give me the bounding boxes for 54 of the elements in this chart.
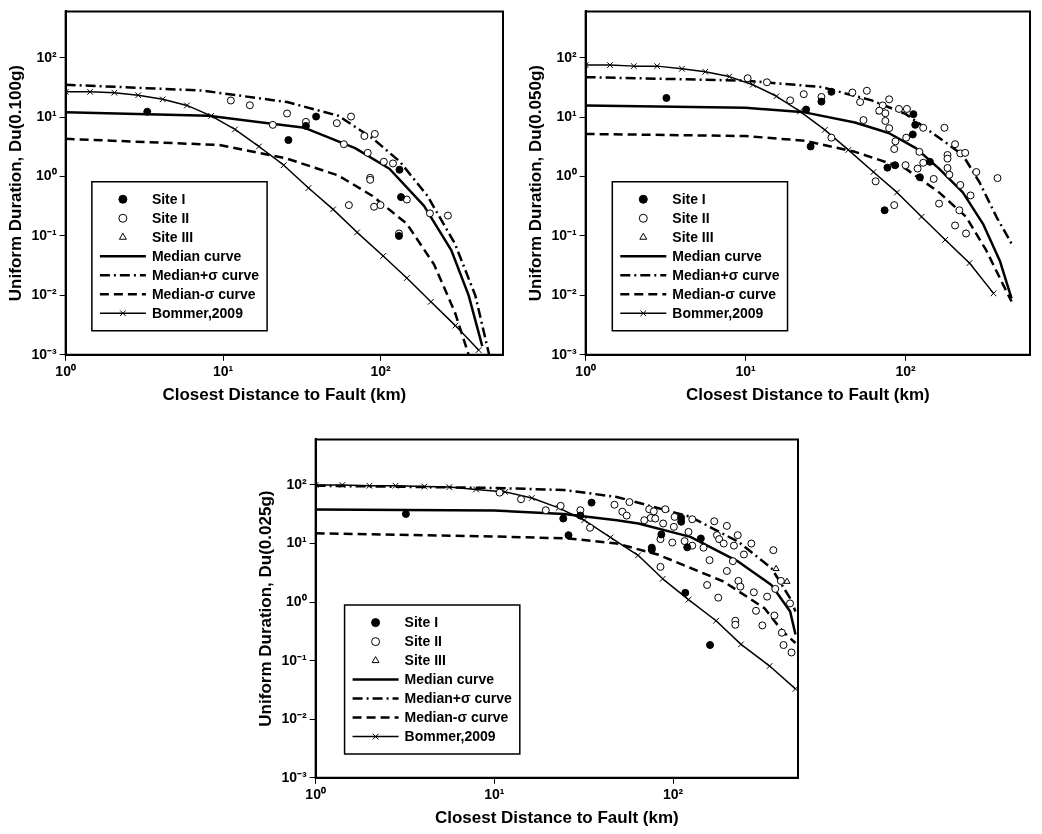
- y-tick-label: 10¹: [36, 107, 57, 124]
- x-tick-label: 10¹: [735, 363, 757, 380]
- legend-label: Median-σ curve: [404, 709, 509, 726]
- y-tick-label: 10⁰: [36, 167, 57, 184]
- y-tick-label: 10⁻²: [31, 286, 57, 303]
- x-tick-label: 10²: [895, 363, 916, 380]
- legend-label: Site I: [672, 191, 706, 208]
- y-axis-title: Uniform Duration, Du(0.100g): [5, 65, 25, 302]
- legend-label: Site I: [151, 191, 186, 208]
- y-tick-label: 10⁻¹: [551, 226, 577, 243]
- legend-label: Median curve: [404, 671, 495, 688]
- y-tick-label: 10⁻³: [551, 345, 577, 362]
- legend-label: Site III: [151, 229, 194, 246]
- legend-label: Median-σ curve: [672, 286, 777, 303]
- legend-label: Median curve: [151, 248, 242, 265]
- x-tick-label: 10⁰: [575, 363, 596, 380]
- y-tick-label: 10¹: [286, 534, 307, 551]
- x-tick-label: 10²: [370, 363, 391, 380]
- x-tick-label: 10¹: [212, 363, 234, 380]
- y-tick-label: 10⁻³: [281, 768, 307, 785]
- legend-label: Bommer,2009: [404, 728, 496, 745]
- legend-label: Median+σ curve: [404, 690, 513, 707]
- legend-label: Site II: [404, 633, 442, 650]
- x-tick-label: 10⁰: [305, 786, 326, 803]
- legend-label: Bommer,2009: [151, 305, 244, 322]
- y-tick-label: 10⁻²: [281, 710, 307, 727]
- y-tick-label: 10⁻³: [31, 345, 57, 362]
- y-tick-label: 10⁰: [556, 167, 577, 184]
- x-tick-label: 10⁰: [55, 363, 76, 380]
- y-tick-label: 10⁻¹: [31, 226, 57, 243]
- y-axis-title: Uniform Duration, Du(0.050g): [525, 65, 545, 302]
- legend-label: Median-σ curve: [151, 286, 256, 303]
- y-tick-label: 10⁰: [286, 592, 307, 609]
- legend-label: Site III: [404, 652, 446, 669]
- legend-label: Site III: [672, 229, 714, 246]
- x-axis-title: Closest Distance to Fault (km): [162, 385, 407, 405]
- legend-label: Median+σ curve: [151, 267, 260, 284]
- x-axis-title: Closest Distance to Fault (km): [434, 808, 679, 828]
- y-tick-label: 10⁻¹: [281, 651, 307, 668]
- legend-label: Site I: [404, 614, 439, 631]
- y-tick-label: 10⁻²: [551, 286, 577, 303]
- x-tick-label: 10¹: [484, 786, 505, 803]
- legend-label: Site II: [672, 210, 710, 227]
- y-tick-label: 10²: [556, 48, 577, 65]
- legend-label: Site II: [151, 210, 190, 227]
- legend-label: Bommer,2009: [672, 305, 764, 322]
- y-axis-title: Uniform Duration, Du(0.025g): [255, 490, 275, 727]
- y-tick-label: 10²: [36, 48, 57, 65]
- y-tick-label: 10¹: [556, 107, 577, 124]
- legend-label: Median+σ curve: [672, 267, 780, 284]
- x-axis-title: Closest Distance to Fault (km): [685, 385, 930, 405]
- legend-label: Median curve: [672, 248, 762, 265]
- y-tick-label: 10²: [286, 475, 307, 492]
- x-tick-label: 10²: [662, 786, 684, 803]
